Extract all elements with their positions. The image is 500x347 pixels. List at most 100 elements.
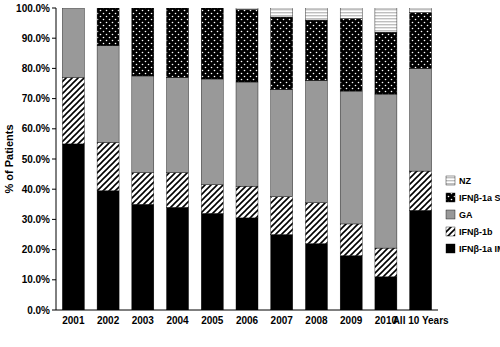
bar-segment — [375, 32, 397, 94]
bar-segment — [132, 8, 154, 9]
x-axis — [56, 310, 438, 311]
bar-segment — [97, 8, 119, 9]
bar-segment — [62, 8, 84, 77]
x-tick-label: 2007 — [271, 315, 294, 326]
bar-segment — [410, 210, 432, 310]
bar-segment — [201, 8, 223, 79]
bar-segment — [167, 173, 189, 208]
legend-label: IFNβ-1a SC — [459, 193, 500, 203]
y-tick — [52, 98, 56, 99]
bar-segment — [97, 142, 119, 190]
bar-segment — [410, 68, 432, 171]
bar-segment — [236, 82, 258, 186]
bar-segment — [271, 17, 293, 89]
bar-segment — [340, 224, 362, 256]
x-tick-label: 2002 — [97, 315, 120, 326]
bar-segment — [340, 8, 362, 19]
x-tick-label: 2008 — [305, 315, 328, 326]
legend-label: NZ — [459, 176, 471, 186]
y-tick-label: 90.0% — [22, 33, 50, 44]
legend-swatch — [446, 227, 455, 236]
bar-segment — [97, 191, 119, 310]
y-tick — [52, 310, 56, 311]
x-tick-label: 2009 — [340, 315, 363, 326]
legend-swatch — [446, 176, 455, 185]
x-tick-label: 2001 — [62, 315, 85, 326]
bar-segment — [305, 80, 327, 202]
legend-label: GA — [459, 210, 473, 220]
y-tick — [52, 249, 56, 250]
bar-segment — [375, 277, 397, 310]
y-axis-label: % of Patients — [3, 124, 15, 193]
x-tick-label: 2005 — [201, 315, 224, 326]
y-tick-label: 60.0% — [22, 123, 50, 134]
x-tick-label: 2006 — [236, 315, 259, 326]
bar-segment — [236, 8, 258, 10]
y-tick — [52, 189, 56, 190]
y-tick-label: 80.0% — [22, 63, 50, 74]
bar-segment — [340, 256, 362, 310]
y-tick-label: 40.0% — [22, 184, 50, 195]
legend-swatch — [446, 193, 455, 202]
bar-segment — [201, 213, 223, 310]
bar-segment — [62, 8, 84, 9]
bar-segment — [305, 244, 327, 310]
y-tick-label: 50.0% — [22, 154, 50, 165]
y-tick — [52, 159, 56, 160]
bar-segment — [167, 207, 189, 310]
bar-segment — [410, 8, 432, 13]
bar-segment — [271, 90, 293, 197]
bar-segment — [305, 8, 327, 20]
y-tick-label: 20.0% — [22, 244, 50, 255]
bar-segment — [271, 8, 293, 17]
bar-segment — [97, 8, 119, 46]
bar-segment — [167, 8, 189, 77]
bar-segment — [271, 197, 293, 235]
bar-segment — [167, 77, 189, 172]
legend-label: IFNβ-1a IM — [459, 244, 500, 254]
bar-segment — [97, 46, 119, 143]
y-tick-label: 30.0% — [22, 214, 50, 225]
bar-segment — [340, 91, 362, 224]
bar-segment — [236, 10, 258, 82]
bar-segment — [305, 20, 327, 80]
y-tick — [52, 8, 56, 9]
bars — [62, 8, 431, 310]
x-tick-label: All 10 Years — [393, 315, 449, 326]
y-tick-label: 10.0% — [22, 274, 50, 285]
legend-label: IFNβ-1b — [459, 227, 493, 237]
bar-segment — [236, 218, 258, 310]
y-tick — [52, 279, 56, 280]
bar-segment — [375, 94, 397, 248]
x-tick-label: 2003 — [132, 315, 155, 326]
y-tick-label: 0.0% — [27, 305, 50, 316]
y-tick-label: 100.0% — [16, 3, 50, 14]
y-tick — [52, 38, 56, 39]
bar-segment — [201, 185, 223, 214]
bar-segment — [62, 77, 84, 143]
bar-segment — [167, 8, 189, 9]
bar-segment — [410, 171, 432, 210]
bar-segment — [236, 186, 258, 218]
bar-segment — [375, 248, 397, 277]
bar-segment — [410, 13, 432, 69]
bar-segment — [340, 19, 362, 91]
bar-segment — [62, 8, 84, 9]
y-tick — [52, 219, 56, 220]
bar-segment — [132, 204, 154, 310]
legend-swatch — [446, 210, 455, 219]
bar-segment — [62, 144, 84, 310]
y-tick — [52, 128, 56, 129]
y-tick — [52, 68, 56, 69]
bar-segment — [271, 235, 293, 311]
bar-segment — [375, 8, 397, 32]
y-tick-label: 70.0% — [22, 93, 50, 104]
bar-segment — [201, 79, 223, 185]
bar-segment — [132, 173, 154, 205]
x-tick-label: 2004 — [166, 315, 189, 326]
legend-swatch — [446, 244, 455, 253]
bar-segment — [132, 76, 154, 173]
bar-segment — [132, 8, 154, 76]
bar-segment — [305, 203, 327, 244]
chart: 0.0% 10.0% 20.0% 30.0% 40.0% 50.0% 60.0% 70.0% 8… — [0, 0, 500, 347]
